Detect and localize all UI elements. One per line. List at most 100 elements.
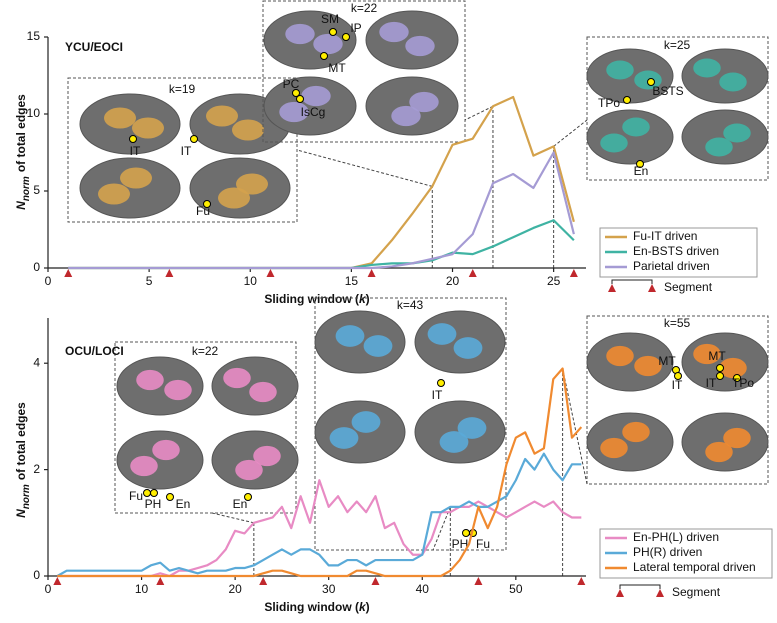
legend-label: Fu-IT driven: [633, 229, 697, 243]
brain-region: [457, 417, 487, 439]
inset-connector: [211, 512, 254, 524]
inset-k-label: k=22: [192, 344, 219, 358]
inset-connector: [553, 119, 588, 147]
brain-region: [705, 137, 733, 157]
region-label: MT: [328, 61, 346, 75]
y-axis-symbol: N: [14, 509, 28, 518]
region-dot: [462, 529, 470, 537]
x-axis-label-part: Sliding window (: [264, 600, 359, 614]
brain-region: [249, 381, 277, 403]
region-dot: [166, 493, 174, 501]
region-label: TPo: [598, 96, 620, 110]
region-label: IT: [672, 378, 683, 392]
series-line: [68, 151, 575, 270]
y-tick-label: 15: [27, 29, 41, 43]
brain-region: [439, 431, 469, 453]
brain-region: [164, 379, 192, 401]
brain-region: [600, 437, 628, 459]
x-tick-label: 50: [509, 582, 523, 596]
segment-marker: [165, 269, 174, 277]
legend-label: En-BSTS driven: [633, 244, 719, 258]
y-axis-subscript: norm: [21, 176, 32, 201]
region-dot: [342, 33, 350, 41]
brain-region: [723, 427, 751, 449]
brain-region: [218, 187, 250, 209]
x-tick-label: 10: [244, 274, 258, 288]
inset-box: [586, 315, 769, 485]
inset-k-label: k=25: [664, 38, 691, 52]
brain-region: [606, 345, 634, 367]
inset-connector: [296, 149, 433, 187]
region-dot: [733, 374, 741, 382]
brain-region: [693, 58, 721, 78]
brain-region: [98, 183, 130, 205]
brain-region: [130, 455, 158, 477]
region-dot: [647, 78, 655, 86]
segment-marker: [259, 577, 268, 585]
x-tick-label: 30: [322, 582, 336, 596]
region-dot: [674, 372, 682, 380]
segment-marker: [367, 269, 376, 277]
brain-region: [206, 105, 238, 127]
legend-box: [599, 528, 773, 579]
x-tick-label: 0: [45, 582, 52, 596]
y-axis-text: of total edges: [14, 402, 28, 480]
y-axis-symbol: N: [14, 201, 28, 210]
brain-region: [152, 439, 180, 461]
segment-legend-marker: [648, 284, 656, 292]
segment-marker: [569, 269, 578, 277]
segment-marker: [468, 269, 477, 277]
region-dot: [437, 379, 445, 387]
region-label: IT: [432, 388, 443, 402]
segment-legend-marker: [616, 589, 624, 597]
brain-region: [301, 85, 331, 107]
y-axis-label: Nnorm of total edges: [14, 402, 31, 518]
region-label: Fu: [196, 204, 210, 218]
segment-marker: [64, 269, 73, 277]
region-dot: [636, 160, 644, 168]
x-tick-label: 15: [345, 274, 359, 288]
brain-region: [329, 427, 359, 449]
segment-marker: [53, 577, 62, 585]
region-label: MT: [708, 349, 726, 363]
brain-region: [379, 21, 409, 43]
brain-region: [427, 323, 457, 345]
x-axis-label-part: Sliding window (: [264, 292, 359, 306]
inset-connector: [464, 105, 494, 121]
brain-region: [634, 355, 662, 377]
x-tick-label: 5: [146, 274, 153, 288]
brain-region: [363, 335, 393, 357]
region-label: MT: [658, 354, 676, 368]
legend-label: En-PH(L) driven: [633, 530, 719, 544]
brain-region: [253, 445, 281, 467]
region-label: IT: [181, 144, 192, 158]
brain: [314, 400, 406, 464]
inset-box: [114, 341, 297, 514]
inset-k-label: k=55: [664, 316, 691, 330]
x-tick-label: 40: [416, 582, 430, 596]
x-axis-label-part: ): [366, 292, 370, 306]
region-dot: [150, 489, 158, 497]
chart-title: YCU/EOCI: [65, 40, 123, 54]
region-dot: [244, 493, 252, 501]
inset-box: [314, 297, 507, 551]
y-tick-label: 4: [33, 355, 40, 369]
region-dot: [329, 28, 337, 36]
brain-region: [622, 117, 650, 137]
legend-label: Parietal driven: [633, 259, 710, 273]
brain-region: [132, 117, 164, 139]
y-axis-label: Nnorm of total edges: [14, 94, 31, 210]
brain-region: [693, 343, 721, 365]
brain: [586, 109, 674, 165]
y-tick-label: 0: [33, 568, 40, 582]
legend-label: PH(R) driven: [633, 545, 702, 559]
y-tick-label: 5: [33, 183, 40, 197]
region-label: IT: [130, 144, 141, 158]
brain-region: [719, 357, 747, 379]
region-dot: [716, 372, 724, 380]
brain-region: [600, 133, 628, 153]
brain-region: [223, 367, 251, 389]
inset-box: [586, 36, 769, 181]
region-label: En: [634, 164, 649, 178]
